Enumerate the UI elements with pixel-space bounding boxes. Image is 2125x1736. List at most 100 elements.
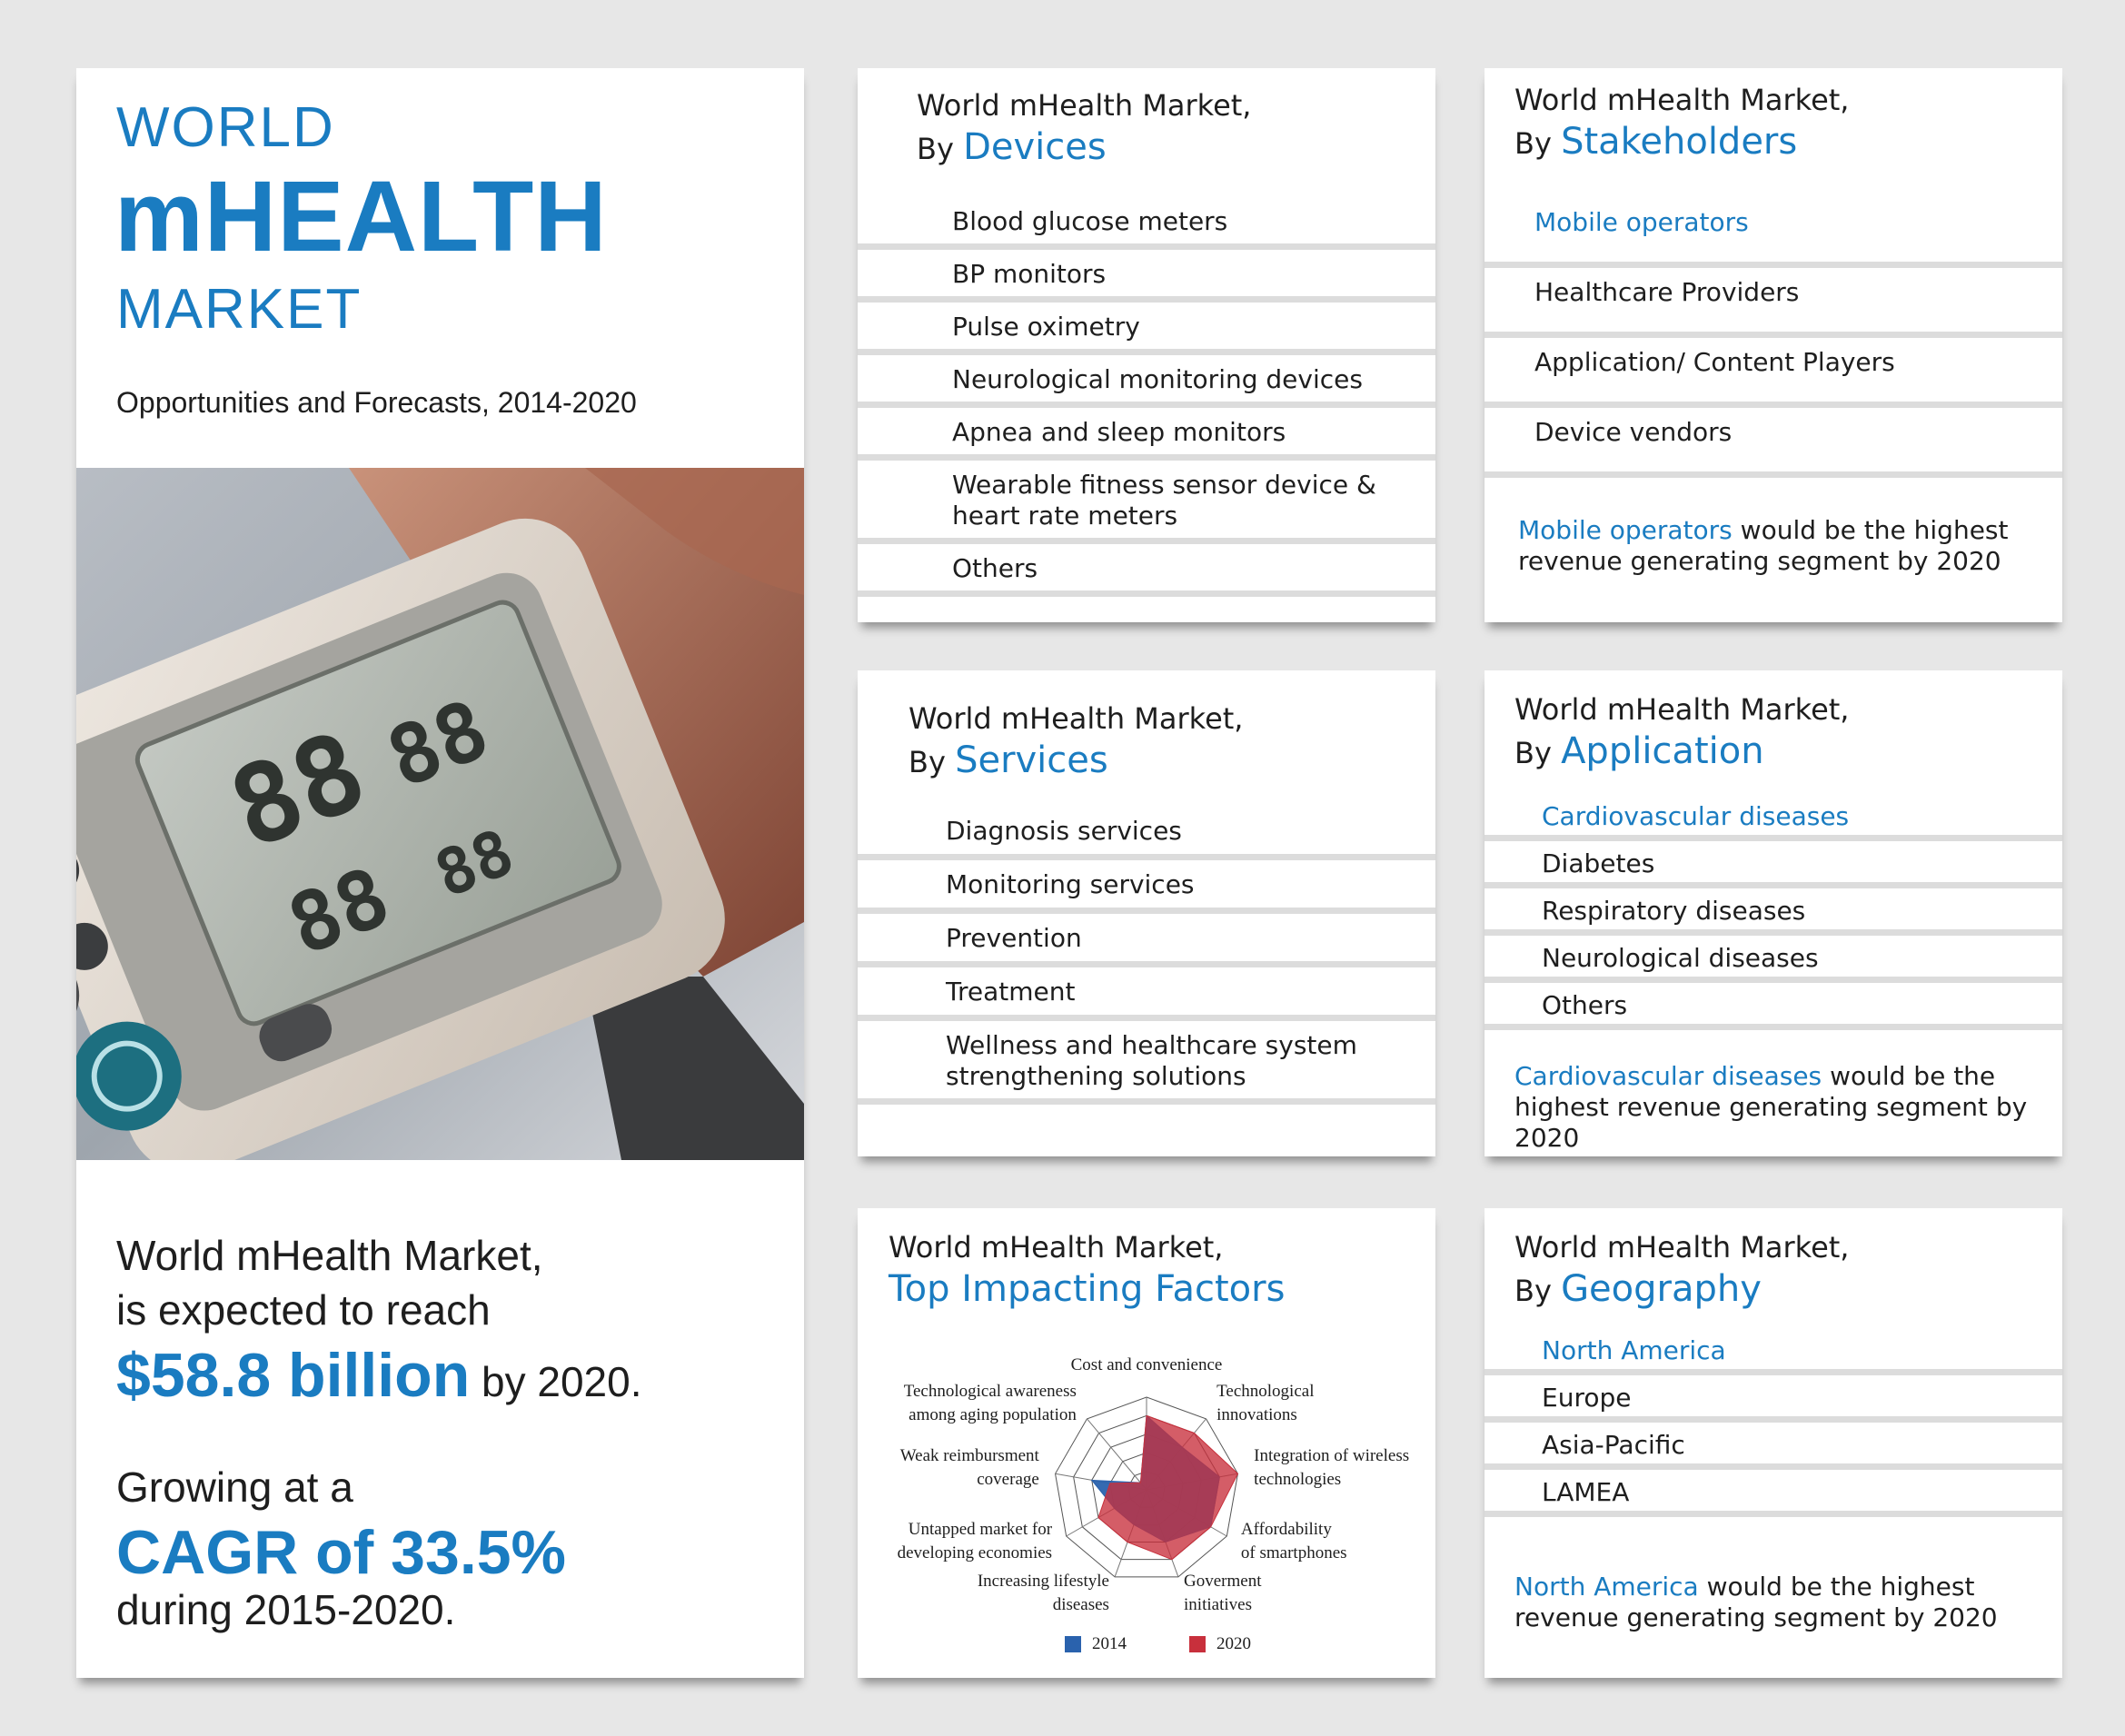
devices-list: Blood glucose meters BP monitors Pulse o… [858, 197, 1435, 597]
hero-subtitle: Opportunities and Forecasts, 2014-2020 [116, 386, 637, 419]
growth-line-3: during 2015-2020. [116, 1586, 456, 1633]
application-item: Neurological diseases [1485, 936, 2062, 983]
growth-value: CAGR of 33.5% [116, 1518, 566, 1587]
application-header-line-1: World mHealth Market, [1514, 692, 1850, 727]
reach-line-2: is expected to reach [116, 1286, 491, 1334]
reach-suffix: by 2020. [482, 1358, 642, 1405]
radar-axis-label: Goverment initiatives [1184, 1572, 1262, 1614]
geography-highlight: Geography [1561, 1268, 1762, 1310]
radar-axis-label: Integration of wireless technologies [1254, 1446, 1409, 1489]
hero-title-market: MARKET [116, 278, 362, 341]
services-item: Diagnosis services [858, 807, 1435, 860]
services-header: World mHealth Market, By Services [909, 698, 1243, 783]
geography-header: World mHealth Market, By Geography [1514, 1226, 1849, 1312]
application-highlight: Application [1561, 730, 1764, 772]
services-header-line-1: World mHealth Market, [909, 701, 1244, 736]
devices-header-line-2: By Devices [917, 126, 1251, 170]
stakeholders-card: World mHealth Market, By Stakeholders Mo… [1485, 68, 2062, 622]
legend-label-2014: 2014 [1092, 1634, 1127, 1653]
services-header-line-2: By Services [909, 739, 1243, 783]
radar-axis-label: Weak reimbursment coverage [900, 1446, 1040, 1489]
geography-note: North America would be the highest reven… [1514, 1572, 2051, 1633]
application-card: World mHealth Market, By Application Car… [1485, 670, 2062, 1156]
radar-axis-label: Untapped market for developing economies [898, 1520, 1053, 1562]
services-item: Monitoring services [858, 860, 1435, 914]
growth-line-1: Growing at a [116, 1463, 353, 1511]
stakeholders-by: By [1514, 126, 1552, 161]
stakeholders-header: World mHealth Market, By Stakeholders [1514, 79, 1849, 164]
stakeholders-item: Application/ Content Players [1485, 338, 2062, 408]
services-card: World mHealth Market, By Services Diagno… [858, 670, 1435, 1156]
devices-header-line-1: World mHealth Market, [917, 88, 1252, 123]
stakeholders-note: Mobile operators would be the highest re… [1518, 515, 2027, 577]
devices-item: Blood glucose meters [858, 197, 1435, 250]
hero-title-world: WORLD [116, 96, 335, 159]
geography-by: By [1514, 1274, 1552, 1308]
devices-item: Neurological monitoring devices [858, 355, 1435, 408]
devices-item: Pulse oximetry [858, 303, 1435, 355]
services-item: Wellness and healthcare system strengthe… [858, 1021, 1435, 1105]
stakeholders-header-line-2: By Stakeholders [1514, 121, 1849, 164]
geography-item: Asia-Pacific [1485, 1423, 2062, 1470]
application-note: Cardiovascular diseases would be the hig… [1514, 1061, 2051, 1154]
services-item: Prevention [858, 914, 1435, 967]
factors-header: World mHealth Market, Top Impacting Fact… [889, 1226, 1285, 1310]
reach-line-3: $58.8 billion by 2020. [116, 1340, 642, 1411]
devices-item: Wearable fitness sensor device & heart r… [858, 461, 1435, 544]
radar-axis-label: Technological awareness among aging popul… [904, 1382, 1077, 1424]
reach-value: $58.8 billion [116, 1341, 471, 1410]
factors-highlight: Top Impacting Factors [889, 1268, 1286, 1310]
geography-item: LAMEA [1485, 1470, 2062, 1517]
application-note-text: would be the highest revenue generating … [1514, 1061, 2028, 1153]
application-item: Respiratory diseases [1485, 888, 2062, 936]
devices-header: World mHealth Market, By Devices [917, 84, 1251, 170]
geography-card: World mHealth Market, By Geography North… [1485, 1208, 2062, 1678]
services-item: Treatment [858, 967, 1435, 1021]
legend-label-2020: 2020 [1216, 1634, 1251, 1653]
application-by: By [1514, 736, 1552, 770]
geography-item: Europe [1485, 1375, 2062, 1423]
geography-header-line-2: By Geography [1514, 1268, 1849, 1312]
devices-item: BP monitors [858, 250, 1435, 303]
devices-item: Others [858, 544, 1435, 597]
impacting-factors-radar-chart: Cost and convenience Technological innovat… [898, 1355, 1409, 1653]
geography-item: North America [1485, 1328, 2062, 1375]
factors-card: World mHealth Market, Top Impacting Fact… [858, 1208, 1435, 1678]
application-header: World mHealth Market, By Application [1514, 689, 1849, 774]
radar-axis-label: Affordability of smartphones [1241, 1520, 1347, 1562]
devices-by: By [917, 132, 954, 166]
application-item: Others [1485, 983, 2062, 1030]
devices-highlight: Devices [963, 126, 1107, 168]
radar-axis-label: Technological innovations [1216, 1382, 1314, 1424]
radar-spoke [1087, 1418, 1147, 1491]
radar-axis-label: Increasing lifestyle diseases [978, 1572, 1109, 1614]
radar-grid-ring [1055, 1396, 1238, 1578]
devices-item: Apnea and sleep monitors [858, 408, 1435, 461]
geography-note-highlight: North America [1514, 1572, 1699, 1602]
application-note-highlight: Cardiovascular diseases [1514, 1061, 1822, 1091]
services-highlight: Services [955, 739, 1108, 781]
blood-pressure-monitor-photo: 88 88 88 88 [76, 468, 804, 1160]
hero-title-mhealth: mHEALTH [114, 161, 608, 273]
geography-header-line-1: World mHealth Market, [1514, 1230, 1850, 1265]
stakeholders-item: Healthcare Providers [1485, 268, 2062, 338]
factors-header-line-1: World mHealth Market, [889, 1230, 1224, 1265]
application-list: Cardiovascular diseases Diabetes Respira… [1485, 794, 2062, 1030]
stakeholders-note-text: would be the highest revenue generating … [1518, 515, 2009, 576]
reach-line-1: World mHealth Market, [116, 1232, 543, 1279]
stakeholders-header-line-1: World mHealth Market, [1514, 83, 1850, 117]
application-header-line-2: By Application [1514, 730, 1849, 774]
geography-list: North America Europe Asia-Pacific LAMEA [1485, 1328, 2062, 1517]
radar-axis-label: Cost and convenience [1071, 1355, 1223, 1374]
hero-card: WORLD mHEALTH MARKET Opportunities and F… [76, 68, 804, 1678]
stakeholders-note-highlight: Mobile operators [1518, 515, 1733, 545]
services-list: Diagnosis services Monitoring services P… [858, 807, 1435, 1105]
legend-swatch-2014 [1065, 1636, 1081, 1652]
geography-note-text: would be the highest revenue generating … [1514, 1572, 1998, 1632]
stakeholders-highlight: Stakeholders [1561, 121, 1798, 163]
stakeholders-list: Mobile operators Healthcare Providers Ap… [1485, 198, 2062, 478]
application-item: Cardiovascular diseases [1485, 794, 2062, 841]
devices-card: World mHealth Market, By Devices Blood g… [858, 68, 1435, 622]
radar-series-2020 [1097, 1414, 1239, 1561]
stakeholders-item: Device vendors [1485, 408, 2062, 478]
